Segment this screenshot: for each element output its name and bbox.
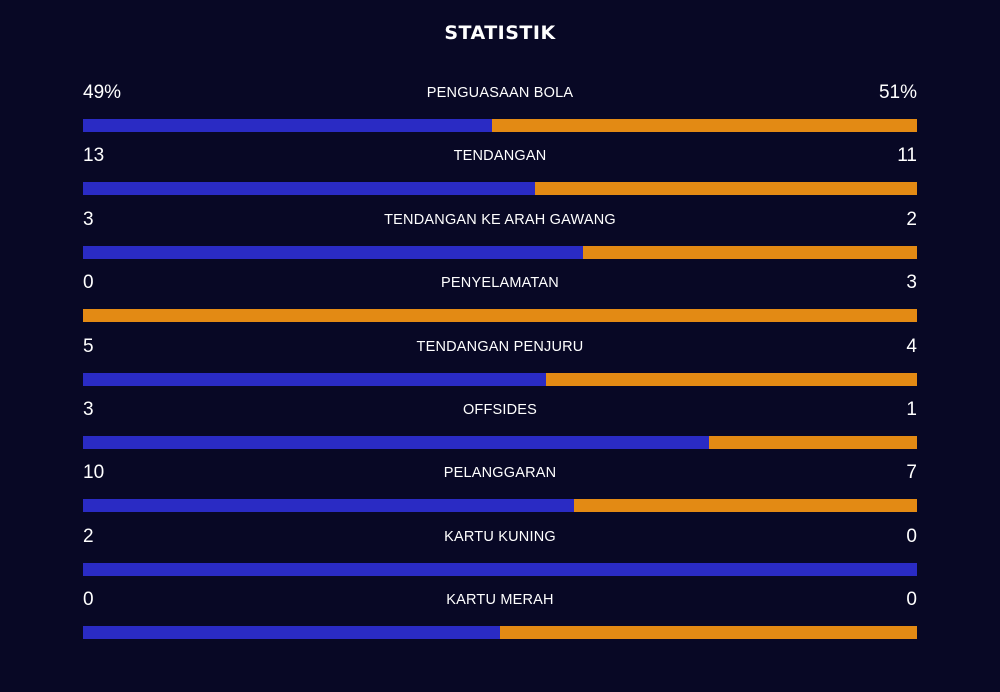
- stat-comparison-bar: [83, 182, 917, 196]
- stat-label: OFFSIDES: [462, 401, 538, 418]
- stat-row-offsides: 3 OFFSIDES 1: [83, 397, 917, 460]
- stat-bar-home: [83, 119, 492, 132]
- stat-label: TENDANGAN KE ARAH GAWANG: [384, 211, 616, 228]
- stat-away-value: 1: [906, 398, 917, 420]
- stats-list: 49% PENGUASAAN BOLA 51% 13 TENDANGAN 11 …: [83, 80, 917, 651]
- stat-comparison-bar: [83, 119, 917, 132]
- stat-bar-away: [83, 309, 917, 323]
- stat-bar-away: [573, 499, 917, 513]
- stat-row-fouls: 10 PELANGGARAN 7: [83, 460, 917, 523]
- stat-home-value: 10: [83, 462, 105, 484]
- stat-away-value: 4: [906, 335, 917, 357]
- stat-bar-away: [708, 435, 917, 449]
- stat-comparison-bar: [83, 562, 917, 576]
- stat-row-yellow-cards: 2 KARTU KUNING 0: [83, 524, 917, 587]
- stat-bar-home: [83, 435, 709, 449]
- stat-away-value: 3: [906, 272, 917, 294]
- stat-row-possession: 49% PENGUASAAN BOLA 51%: [83, 80, 917, 143]
- stat-bar-home: [83, 372, 547, 386]
- stat-label: PENGUASAAN BOLA: [426, 85, 574, 101]
- stat-away-value: 51%: [878, 82, 917, 103]
- stat-home-value: 5: [83, 335, 94, 357]
- stat-comparison-bar: [83, 435, 917, 449]
- stat-away-value: 0: [906, 589, 917, 611]
- stat-comparison-bar: [83, 499, 917, 513]
- stat-home-value: 49%: [83, 82, 122, 103]
- stat-label: TENDANGAN: [453, 148, 547, 165]
- stat-home-value: 0: [83, 589, 94, 611]
- stat-bar-away: [583, 245, 917, 259]
- stat-comparison-bar: [83, 372, 917, 386]
- stat-comparison-bar: [83, 309, 917, 323]
- stat-bar-away: [546, 372, 917, 386]
- stat-away-value: 7: [906, 462, 917, 484]
- stat-bar-away: [500, 626, 917, 640]
- stat-row-shots-on-target: 3 TENDANGAN KE ARAH GAWANG 2: [83, 207, 917, 270]
- stat-row-red-cards: 0 KARTU MERAH 0: [83, 587, 917, 650]
- stat-label: KARTU KUNING: [444, 528, 556, 545]
- stat-comparison-bar: [83, 626, 917, 640]
- stat-bar-home: [83, 499, 574, 513]
- stat-label: TENDANGAN PENJURU: [416, 338, 584, 355]
- stat-home-value: 2: [83, 525, 94, 547]
- stat-bar-home: [83, 626, 500, 640]
- page-title: STATISTIK: [444, 22, 556, 44]
- stat-away-value: 2: [906, 208, 917, 230]
- stat-row-corners: 5 TENDANGAN PENJURU 4: [83, 334, 917, 397]
- stat-home-value: 3: [83, 398, 94, 420]
- stat-row-shots: 13 TENDANGAN 11: [83, 143, 917, 206]
- stat-label: PELANGGARAN: [443, 465, 557, 482]
- stat-comparison-bar: [83, 245, 917, 259]
- stat-home-value: 3: [83, 208, 94, 230]
- stat-bar-away: [534, 182, 917, 196]
- stat-away-value: 0: [906, 525, 917, 547]
- stat-bar-home: [83, 182, 535, 196]
- stat-label: PENYELAMATAN: [441, 275, 559, 292]
- stat-away-value: 11: [897, 145, 917, 167]
- stat-bar-away: [491, 119, 917, 132]
- stat-label: KARTU MERAH: [446, 592, 554, 609]
- stat-bar-home: [83, 562, 917, 576]
- stat-bar-home: [83, 245, 584, 259]
- stat-home-value: 13: [83, 145, 105, 167]
- stat-row-saves: 0 PENYELAMATAN 3: [83, 270, 917, 333]
- stat-home-value: 0: [83, 272, 94, 294]
